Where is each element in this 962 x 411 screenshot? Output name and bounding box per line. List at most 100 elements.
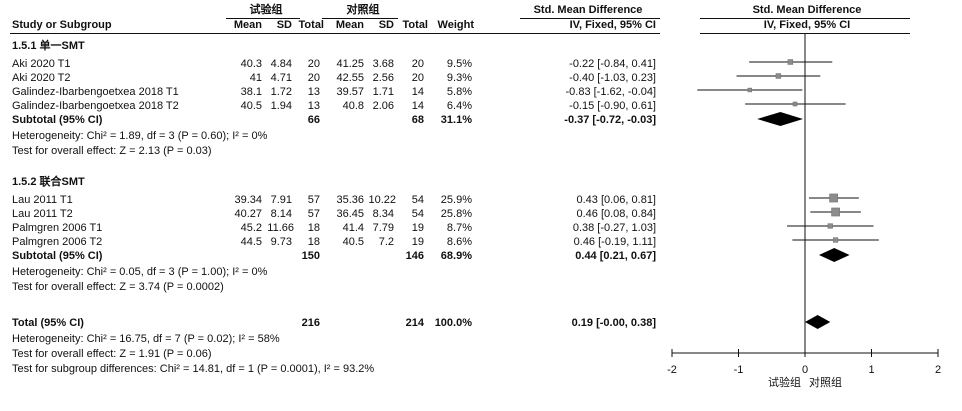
col-weight: Weight xyxy=(437,19,474,31)
study-name: Galindez-Ibarbengoetxea 2018 T1 xyxy=(12,86,179,98)
weight: 25.9% xyxy=(440,194,472,206)
study-name: Lau 2011 T2 xyxy=(12,208,73,220)
summary-diamond xyxy=(818,248,850,262)
exp-sd: 11.66 xyxy=(267,222,294,234)
ctrl-mean: 40.5 xyxy=(342,236,364,248)
weight: 25.8% xyxy=(440,208,472,220)
exp-mean: 44.5 xyxy=(240,236,262,248)
smd-ci: 0.46 [-0.19, 1.11] xyxy=(573,236,656,248)
subtotal-ctrl-total: 146 xyxy=(405,250,424,262)
summary-diamond xyxy=(757,112,804,126)
col-ctrl-mean: Mean xyxy=(335,19,364,31)
favours-experimental-label: 试验组 xyxy=(768,375,801,389)
point-estimate-marker xyxy=(787,59,794,65)
exp-mean: 38.1 xyxy=(240,86,262,98)
exp-mean: 40.3 xyxy=(240,58,262,70)
study-name: Lau 2011 T1 xyxy=(12,194,73,206)
ctrl-total: 20 xyxy=(411,72,424,84)
ctrl-mean: 40.8 xyxy=(342,100,364,112)
subtotal-label: Subtotal (95% CI) xyxy=(12,114,103,126)
exp-sd: 9.73 xyxy=(270,236,292,248)
subgroup-differences-text: Test for subgroup differences: Chi² = 14… xyxy=(12,363,375,375)
ctrl-sd: 3.68 xyxy=(372,58,394,70)
study-name: Aki 2020 T1 xyxy=(12,58,71,70)
ctrl-sd: 7.79 xyxy=(372,222,394,234)
smd-ci: 0.46 [0.08, 0.84] xyxy=(576,208,656,220)
point-estimate-marker xyxy=(832,237,839,243)
exp-mean: 39.34 xyxy=(234,194,262,206)
overall-effect-text: Test for overall effect: Z = 3.74 (P = 0… xyxy=(12,281,224,293)
ctrl-total: 19 xyxy=(411,236,424,248)
subtotal-ci: -0.37 [-0.72, -0.03] xyxy=(564,114,656,126)
total-heterogeneity-text: Heterogeneity: Chi² = 16.75, df = 7 (P =… xyxy=(12,333,280,345)
x-tick-label: 2 xyxy=(935,364,941,376)
ctrl-total: 20 xyxy=(411,58,424,70)
total-ci: 0.19 [-0.00, 0.38] xyxy=(571,317,656,329)
exp-total: 57 xyxy=(307,194,320,206)
subtotal-ctrl-total: 68 xyxy=(411,114,424,126)
plot-header-rule xyxy=(700,33,910,34)
weight: 6.4% xyxy=(446,100,472,112)
exp-total: 18 xyxy=(307,222,320,234)
weight: 5.8% xyxy=(446,86,472,98)
exp-total: 20 xyxy=(307,58,320,70)
x-tick-label: -1 xyxy=(734,364,744,376)
heterogeneity-text: Heterogeneity: Chi² = 0.05, df = 3 (P = … xyxy=(12,266,268,278)
exp-total: 13 xyxy=(307,86,320,98)
ctrl-total: 14 xyxy=(411,86,424,98)
experimental-group-header: 试验组 xyxy=(249,4,283,16)
ctrl-total: 19 xyxy=(411,222,424,234)
smd-ci: -0.22 [-0.84, 0.41] xyxy=(569,58,656,70)
col-ctrl-sd: SD xyxy=(378,19,394,31)
ctrl-sd: 2.06 xyxy=(372,100,394,112)
smd-ci: -0.83 [-1.62, -0.04] xyxy=(565,86,657,98)
ctrl-total: 14 xyxy=(411,100,424,112)
total-label: Total (95% CI) xyxy=(12,317,84,329)
exp-sd: 7.91 xyxy=(270,194,292,206)
point-estimate-marker xyxy=(792,101,798,107)
exp-sd: 4.71 xyxy=(270,72,292,84)
exp-total: 57 xyxy=(307,208,320,220)
ctrl-mean: 39.57 xyxy=(336,86,364,98)
ctrl-sd: 10.22 xyxy=(368,194,396,206)
ctrl-mean: 42.55 xyxy=(336,72,364,84)
plot-title: Std. Mean Difference xyxy=(752,4,862,16)
plot-subtitle: IV, Fixed, 95% CI xyxy=(763,19,851,31)
exp-mean: 40.27 xyxy=(234,208,262,220)
col-study: Study or Subgroup xyxy=(12,19,112,31)
smd-ci: 0.38 [-0.27, 1.03] xyxy=(572,222,656,234)
exp-mean: 45.2 xyxy=(240,222,262,234)
ctrl-total: 54 xyxy=(411,194,424,206)
exp-group-underline xyxy=(226,18,300,19)
exp-sd: 1.72 xyxy=(270,86,292,98)
exp-sd: 8.14 xyxy=(270,208,292,220)
col-exp-sd: SD xyxy=(276,19,292,31)
point-estimate-marker xyxy=(831,207,840,217)
header-rule xyxy=(10,33,660,34)
smd-ci: -0.15 [-0.90, 0.61] xyxy=(569,100,656,112)
point-estimate-marker xyxy=(747,87,752,93)
exp-sd: 1.94 xyxy=(270,100,292,112)
point-estimate-marker xyxy=(775,73,782,79)
ctrl-sd: 2.56 xyxy=(372,72,394,84)
ctrl-mean: 41.4 xyxy=(342,222,364,234)
heterogeneity-text: Heterogeneity: Chi² = 1.89, df = 3 (P = … xyxy=(12,130,268,142)
exp-mean: 40.5 xyxy=(240,100,262,112)
ctrl-mean: 36.45 xyxy=(336,208,364,220)
exp-mean: 41 xyxy=(249,72,262,84)
smd-title-underline xyxy=(520,18,660,19)
subtotal-exp-total: 150 xyxy=(301,250,320,262)
weight: 9.5% xyxy=(446,58,472,70)
overall-effect-text: Test for overall effect: Z = 2.13 (P = 0… xyxy=(12,145,212,157)
exp-total: 13 xyxy=(307,100,320,112)
plot-title-underline xyxy=(700,18,910,19)
study-name: Palmgren 2006 T2 xyxy=(12,236,103,248)
weight: 8.7% xyxy=(446,222,472,234)
subtotal-label: Subtotal (95% CI) xyxy=(12,250,103,262)
ctrl-total: 54 xyxy=(411,208,424,220)
ctrl-sd: 7.2 xyxy=(378,236,394,248)
ctrl-sd: 8.34 xyxy=(372,208,394,220)
subtotal-ci: 0.44 [0.21, 0.67] xyxy=(575,250,656,262)
subgroup1-title: 1.5.1 单一SMT xyxy=(12,40,85,52)
